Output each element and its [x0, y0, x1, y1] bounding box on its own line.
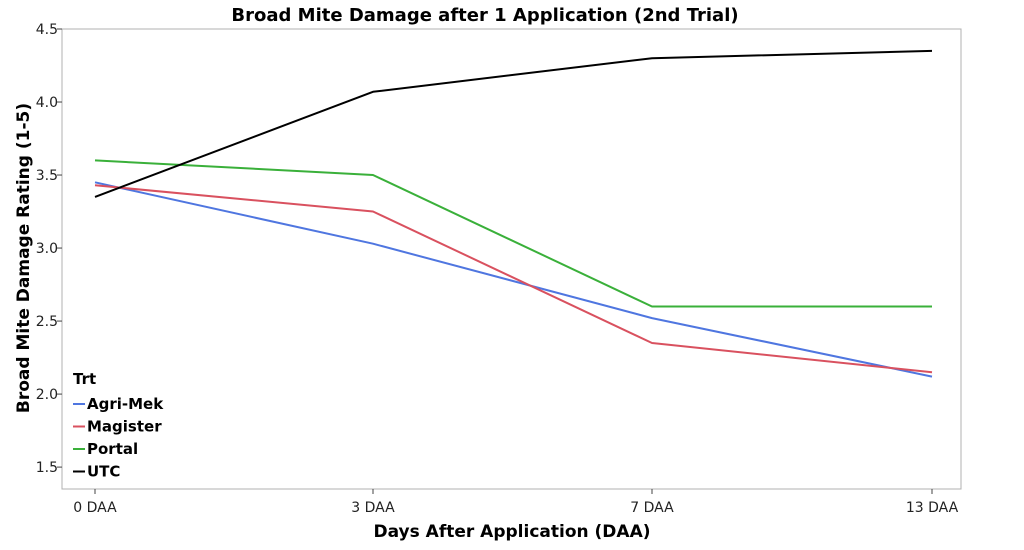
series-line-agri-mek [94, 181, 933, 378]
y-axis: 1.5 2.0 2.5 3.0 3.5 4.0 4.5 [36, 22, 62, 476]
x-axis: 0 DAA 3 DAA 7 DAA 13 DAA [73, 489, 959, 516]
y-tick-label: 2.5 [36, 314, 58, 330]
x-axis-label: Days After Application (DAA) [373, 522, 650, 542]
plot-frame [61, 28, 962, 490]
y-tick-label: 3.0 [36, 241, 58, 257]
x-tick-label: 7 DAA [630, 500, 674, 516]
x-tick-label: 0 DAA [73, 500, 117, 516]
x-tick-label: 3 DAA [351, 500, 395, 516]
legend-item-label: UTC [87, 463, 120, 481]
y-tick-label: 2.0 [36, 387, 58, 403]
chart-title: Broad Mite Damage after 1 Application (2… [231, 5, 738, 26]
series-line-utc [94, 49, 933, 198]
y-tick-label: 4.0 [36, 95, 58, 111]
y-tick-label: 4.5 [36, 22, 58, 38]
y-tick-label: 3.5 [36, 168, 58, 184]
legend-item-label: Portal [87, 440, 138, 458]
series-lines [94, 49, 933, 378]
y-axis-label: Broad Mite Damage Rating (1-5) [14, 103, 34, 413]
legend-item-label: Magister [87, 418, 162, 436]
x-tick-label: 13 DAA [906, 500, 959, 516]
legend-title: Trt [73, 370, 96, 388]
series-line-portal [94, 159, 932, 308]
series-line-magister [94, 184, 933, 374]
legend-item-label: Agri-Mek [87, 395, 164, 413]
legend: Trt Agri-Mek Magister Portal UTC [73, 370, 164, 481]
y-tick-label: 1.5 [36, 460, 58, 476]
